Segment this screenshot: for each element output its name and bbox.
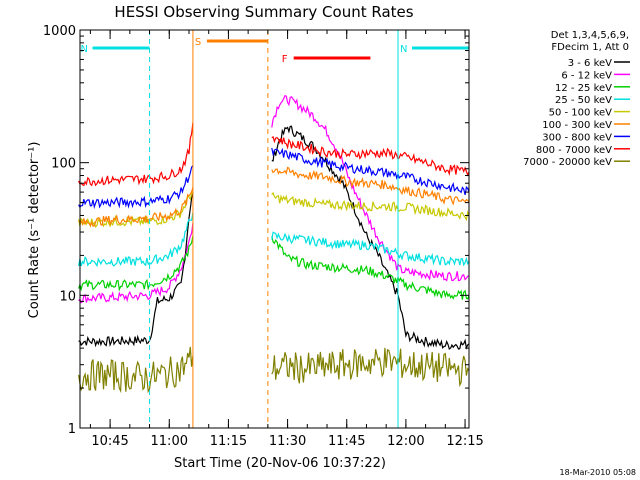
- timestamp: 18-Mar-2010 05:08: [560, 468, 637, 477]
- series-line-6: [271, 147, 470, 196]
- legend-header: FDecim 1, Att 0: [551, 42, 629, 53]
- series-line-0: [78, 191, 194, 348]
- legend-label: 800 - 7000 keV: [536, 145, 612, 156]
- flag-label: N: [81, 44, 88, 55]
- x-tick-label: 10:45: [91, 434, 128, 449]
- flag-label: F: [282, 54, 288, 65]
- x-tick-label: 11:45: [328, 434, 365, 449]
- legend-header: Det 1,3,4,5,6,9,: [551, 30, 629, 41]
- series-line-1: [271, 94, 470, 282]
- series-line-1: [78, 223, 194, 304]
- series-line-5: [271, 166, 470, 206]
- series-line-5: [78, 187, 194, 227]
- x-axis-label: Start Time (20-Nov-06 10:37:22): [174, 456, 386, 471]
- x-tick-label: 11:00: [151, 434, 188, 449]
- series-line-4: [78, 191, 194, 229]
- flag-bars: N N S F: [81, 37, 469, 65]
- plot-frame: [79, 29, 470, 429]
- series-line-7: [78, 122, 194, 187]
- legend-label: 6 - 12 keV: [561, 70, 612, 81]
- legend-label: 50 - 100 keV: [549, 108, 613, 119]
- chart-title: HESSI Observing Summary Count Rates: [114, 3, 413, 21]
- legend: Det 1,3,4,5,6,9,FDecim 1, Att 0 3 - 6 keV…: [523, 30, 630, 168]
- series-line-8: [271, 347, 470, 388]
- x-tick-label: 12:00: [387, 434, 424, 449]
- legend-label: 300 - 800 keV: [542, 132, 612, 143]
- legend-label: 25 - 50 keV: [555, 95, 612, 106]
- series-lines: [78, 94, 470, 394]
- legend-label: 100 - 300 keV: [542, 120, 612, 131]
- series-line-2: [271, 236, 470, 300]
- x-tick-label: 12:15: [446, 434, 483, 449]
- series-line-8: [78, 346, 194, 394]
- series-line-3: [78, 212, 194, 268]
- y-tick-label: 1000: [43, 24, 76, 39]
- legend-label: 3 - 6 keV: [568, 58, 612, 69]
- x-tick-label: 11:15: [210, 434, 247, 449]
- series-line-0: [271, 125, 470, 350]
- x-tick-label: 11:30: [269, 434, 306, 449]
- y-tick-label: 1: [68, 422, 76, 437]
- y-axis-label: Count Rate (s⁻¹ detector⁻¹): [27, 142, 42, 319]
- series-line-3: [271, 231, 470, 267]
- series-line-2: [78, 235, 194, 292]
- series-line-6: [78, 165, 194, 210]
- legend-label: 7000 - 20000 keV: [523, 157, 612, 168]
- flag-label: S: [195, 37, 201, 48]
- y-tick-label: 10: [59, 289, 76, 304]
- flag-label: N: [400, 44, 407, 55]
- series-line-7: [271, 136, 470, 177]
- legend-label: 12 - 25 keV: [555, 83, 612, 94]
- y-tick-label: 100: [51, 157, 76, 172]
- x-axis-ticks: 10:45 11:00 11:15 11:30 11:45 12:00 12:15: [89, 30, 484, 449]
- series-line-4: [271, 191, 470, 222]
- y-axis-ticks: 1 10 100 1000: [43, 24, 469, 437]
